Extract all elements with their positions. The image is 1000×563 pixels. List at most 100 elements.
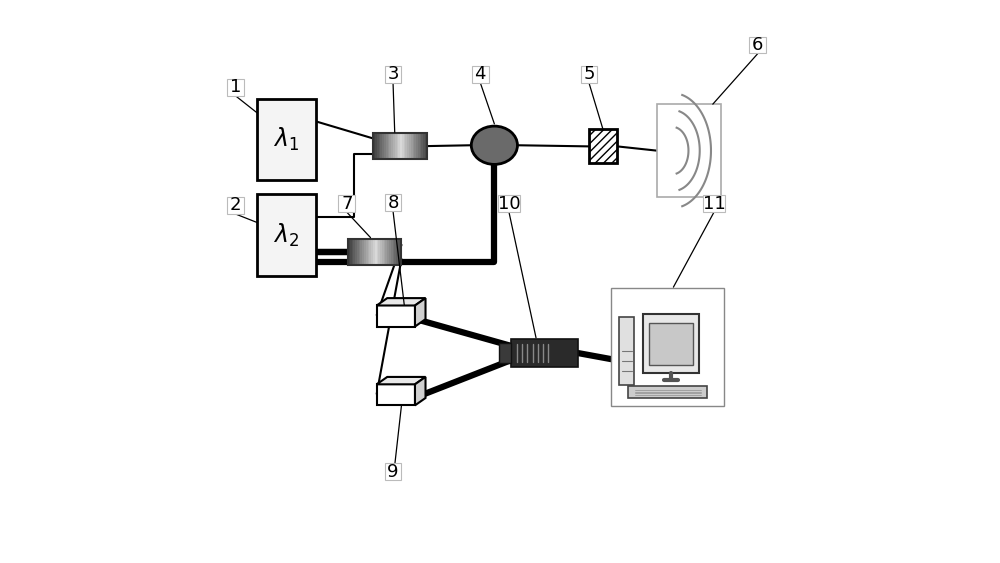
Bar [377,239,379,265]
Bar [499,343,511,363]
Bar [377,133,379,159]
Bar [400,133,402,159]
Bar [643,314,699,373]
Bar [359,239,361,265]
Bar [400,239,402,265]
Bar [257,194,316,276]
Bar [657,104,721,197]
Bar [227,197,244,214]
Bar [423,133,426,159]
Bar [385,463,401,480]
Bar [611,288,724,406]
Bar [384,133,386,159]
Bar [379,133,381,159]
Bar [366,239,368,265]
Bar [362,239,365,265]
Bar [355,239,357,265]
Bar [397,133,399,159]
Polygon shape [377,306,415,327]
Text: $\lambda_2$: $\lambda_2$ [273,221,299,249]
Bar [364,239,366,265]
Polygon shape [377,385,415,405]
Bar [375,133,377,159]
Bar [416,133,418,159]
Bar [257,99,316,180]
Bar [375,239,377,265]
Bar [472,66,489,83]
Bar [380,133,383,159]
Bar [350,239,352,265]
Bar [619,316,634,385]
Bar [227,79,244,96]
Bar [425,133,427,159]
Bar [384,239,386,265]
Polygon shape [415,377,426,405]
Polygon shape [377,298,426,306]
Text: 7: 7 [341,195,353,213]
Bar [649,323,693,365]
Bar [581,66,597,83]
Bar [353,239,356,265]
Bar [389,239,391,265]
Bar [628,386,707,398]
Polygon shape [415,298,426,327]
Bar [420,133,422,159]
Text: 1: 1 [230,78,241,96]
Bar [405,133,408,159]
Bar [414,133,417,159]
Text: 6: 6 [752,36,764,54]
Bar [393,239,395,265]
Bar [385,194,401,211]
Text: 8: 8 [387,194,399,212]
Bar [373,239,375,265]
Bar [357,239,359,265]
Text: 9: 9 [387,463,399,481]
Bar [409,133,411,159]
Bar [371,239,374,265]
Bar [498,195,520,212]
Bar [413,133,415,159]
Bar [385,239,388,265]
Bar [388,133,390,159]
Bar [348,239,350,265]
Bar [338,195,355,212]
Polygon shape [377,377,426,385]
Bar [396,239,398,265]
Bar [348,239,401,265]
Bar [378,239,381,265]
Bar [703,195,725,212]
Text: 3: 3 [387,65,399,83]
Text: 5: 5 [583,65,595,83]
Bar [589,129,617,163]
Bar [382,133,385,159]
Bar [360,239,363,265]
Bar [387,239,390,265]
Bar [391,239,393,265]
Bar [407,133,410,159]
Bar [398,239,400,265]
Ellipse shape [471,126,517,164]
Bar [373,133,427,159]
Bar [511,339,578,367]
Bar [418,133,420,159]
Bar [386,133,388,159]
Text: 4: 4 [475,65,486,83]
Bar [382,239,384,265]
Text: 10: 10 [498,195,520,213]
Bar [352,239,354,265]
Bar [404,133,406,159]
Bar [389,133,392,159]
Bar [368,239,370,265]
Bar [394,239,397,265]
Bar [373,133,376,159]
Text: 11: 11 [703,195,725,213]
Bar [402,133,404,159]
Bar [385,66,401,83]
Bar [393,133,395,159]
Bar [411,133,413,159]
Text: $\lambda_1$: $\lambda_1$ [273,126,299,153]
Bar [749,37,766,53]
Bar [391,133,393,159]
Bar [421,133,424,159]
Bar [380,239,382,265]
